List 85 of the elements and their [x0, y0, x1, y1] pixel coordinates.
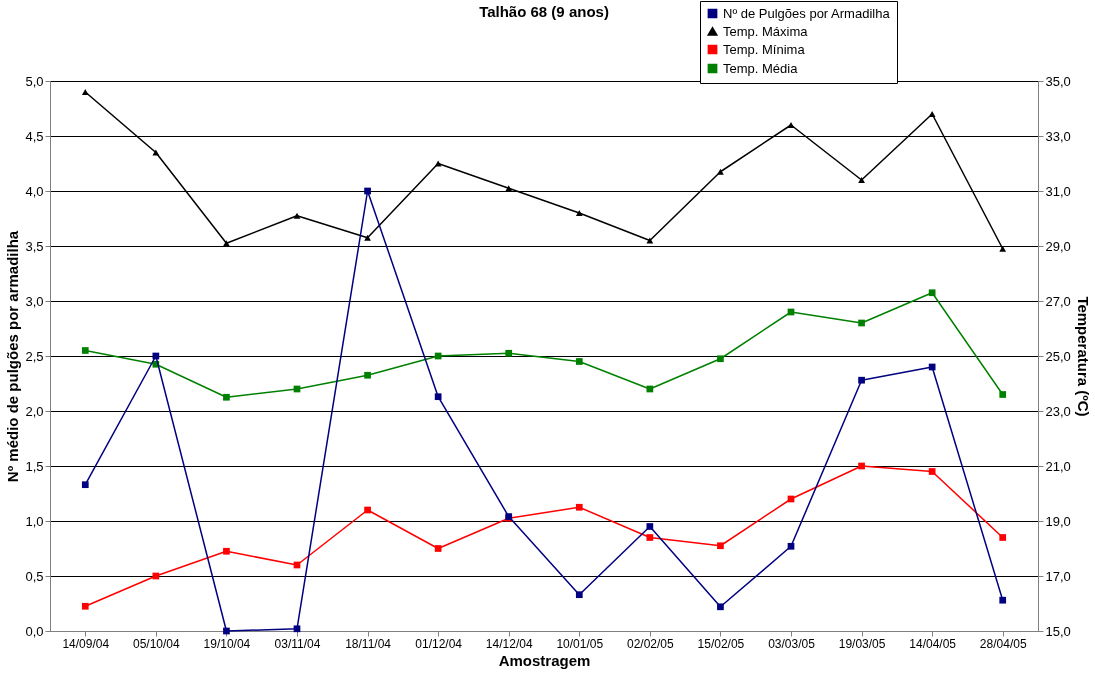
point — [787, 122, 795, 128]
y-tick-label: 2,0 — [25, 403, 44, 419]
point — [717, 355, 724, 363]
x-tick-label: 19/03/05 — [838, 636, 886, 651]
y2-tick-label: 25,0 — [1045, 348, 1071, 364]
x-tick-label: 15/02/05 — [697, 636, 745, 651]
point — [575, 503, 583, 511]
x-tick-label: 03/11/04 — [274, 636, 321, 651]
x-tick-label: 14/04/05 — [909, 636, 957, 651]
y-tick-label: 1,5 — [25, 458, 44, 474]
point — [505, 349, 513, 357]
point — [858, 376, 865, 384]
y-axis-title: Nº médio de pulgões por armadilha — [4, 230, 22, 483]
point — [223, 627, 230, 635]
y2-tick-label: 17,0 — [1045, 568, 1071, 584]
point — [505, 185, 513, 192]
x-tick-label: 28/04/05 — [979, 636, 1027, 651]
point — [646, 523, 654, 530]
point — [858, 319, 865, 327]
x-tick-label: 10/01/05 — [556, 636, 604, 651]
point — [999, 391, 1007, 398]
point — [81, 347, 89, 354]
point — [81, 89, 89, 95]
y-tick-label: 3,5 — [25, 238, 44, 254]
y-tick-label: 4,0 — [25, 183, 44, 199]
point — [928, 289, 936, 297]
point — [575, 358, 583, 365]
point — [223, 547, 230, 555]
y-tick-label: 4,5 — [25, 128, 44, 144]
point — [364, 371, 371, 379]
y2-tick-label: 19,0 — [1045, 513, 1071, 529]
point — [575, 210, 583, 216]
point — [293, 212, 301, 219]
y-tick-label: 1,0 — [25, 513, 44, 529]
point — [928, 468, 936, 475]
point — [646, 534, 654, 541]
x-tick-label: 19/10/04 — [203, 636, 251, 651]
point — [434, 545, 442, 552]
x-tick-label: 18/11/04 — [345, 636, 392, 651]
point — [717, 542, 724, 550]
x-tick-label: 02/02/05 — [627, 636, 675, 651]
x-tick-label: 05/10/04 — [133, 636, 181, 651]
legend-label: Temp. Mínima — [723, 41, 806, 57]
x-tick-label: 14/12/04 — [485, 636, 533, 651]
y2-tick-label: 23,0 — [1045, 403, 1071, 419]
point — [575, 591, 583, 599]
point — [364, 506, 371, 514]
point — [717, 603, 724, 611]
y2-tick-label: 31,0 — [1045, 183, 1071, 199]
y2-tick-label: 33,0 — [1045, 128, 1071, 144]
point — [434, 393, 442, 401]
y-tick-label: 2,5 — [25, 348, 44, 364]
legend-label: Temp. Média — [723, 60, 799, 76]
point — [999, 596, 1007, 604]
y2-tick-label: 27,0 — [1045, 293, 1071, 309]
x-tick-label: 03/03/05 — [768, 636, 816, 651]
point — [717, 168, 724, 175]
y-tick-label: 0,0 — [25, 623, 44, 639]
point — [223, 393, 230, 401]
y2-tick-label: 29,0 — [1045, 238, 1071, 254]
point — [81, 602, 89, 610]
point — [364, 187, 371, 195]
point — [858, 177, 865, 183]
point — [999, 534, 1007, 541]
legend-label: Temp. Máxima — [723, 23, 809, 39]
y2-tick-label: 15,0 — [1045, 623, 1071, 639]
y2-tick-label: 21,0 — [1045, 458, 1071, 474]
x-axis-title: Amostragem — [498, 651, 591, 669]
point — [858, 462, 865, 470]
point — [293, 625, 301, 633]
y-tick-label: 5,0 — [25, 73, 44, 89]
x-tick-label: 01/12/04 — [415, 636, 463, 651]
point — [364, 234, 371, 241]
point — [787, 542, 795, 550]
point — [81, 481, 89, 489]
point — [223, 240, 230, 247]
point — [999, 245, 1007, 252]
point — [928, 111, 936, 117]
y-tick-label: 0,5 — [25, 568, 44, 584]
y2-axis-title: Temperatura (ºC) — [1074, 296, 1092, 417]
legend-label: Nº de Pulgões por Armadilha — [723, 5, 891, 21]
chart-title: Talhão 68 (9 anos) — [479, 3, 609, 20]
x-tick-label: 14/09/04 — [62, 636, 110, 651]
y2-tick-label: 35,0 — [1045, 73, 1071, 89]
y-tick-label: 3,0 — [25, 293, 44, 309]
